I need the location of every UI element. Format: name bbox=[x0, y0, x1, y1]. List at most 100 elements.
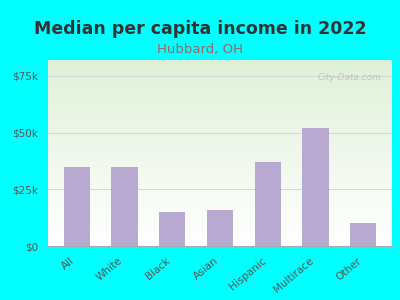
Bar bbox=[48, 235, 392, 237]
Bar bbox=[255, 162, 281, 246]
Bar bbox=[48, 209, 392, 211]
Bar bbox=[48, 149, 392, 151]
Bar bbox=[64, 167, 90, 246]
Bar bbox=[48, 68, 392, 69]
Bar bbox=[48, 173, 392, 175]
Bar bbox=[48, 71, 392, 73]
Bar bbox=[48, 94, 392, 95]
Bar bbox=[48, 162, 392, 164]
Bar bbox=[302, 128, 329, 246]
Bar bbox=[48, 211, 392, 212]
Bar bbox=[48, 203, 392, 205]
Bar bbox=[48, 136, 392, 138]
Bar bbox=[48, 79, 392, 80]
Bar bbox=[48, 184, 392, 187]
Bar bbox=[48, 101, 392, 103]
Bar bbox=[48, 166, 392, 168]
Bar bbox=[48, 192, 392, 194]
Bar bbox=[48, 129, 392, 131]
Bar bbox=[48, 240, 392, 242]
Bar bbox=[48, 196, 392, 198]
Bar bbox=[48, 84, 392, 86]
Bar bbox=[48, 170, 392, 172]
Bar bbox=[48, 146, 392, 147]
Bar bbox=[48, 110, 392, 112]
Bar bbox=[48, 86, 392, 88]
Bar bbox=[48, 97, 392, 99]
Bar bbox=[48, 77, 392, 79]
Bar bbox=[48, 207, 392, 209]
Bar bbox=[350, 223, 376, 246]
Bar bbox=[48, 214, 392, 216]
Bar bbox=[207, 210, 233, 246]
Bar bbox=[48, 218, 392, 220]
Bar bbox=[48, 168, 392, 170]
Bar bbox=[48, 242, 392, 244]
Bar bbox=[48, 205, 392, 207]
Bar bbox=[48, 138, 392, 140]
Bar bbox=[48, 140, 392, 142]
Text: Median per capita income in 2022: Median per capita income in 2022 bbox=[34, 20, 366, 38]
Bar bbox=[48, 73, 392, 75]
Bar bbox=[48, 220, 392, 222]
Bar bbox=[48, 64, 392, 66]
Bar bbox=[48, 231, 392, 233]
Bar bbox=[48, 60, 392, 62]
Bar bbox=[48, 127, 392, 129]
Bar bbox=[48, 172, 392, 173]
Bar bbox=[48, 229, 392, 231]
Bar bbox=[48, 194, 392, 196]
Bar bbox=[48, 92, 392, 94]
Bar bbox=[48, 134, 392, 136]
Bar bbox=[48, 155, 392, 157]
Text: City-Data.com: City-Data.com bbox=[318, 73, 382, 82]
Bar bbox=[48, 105, 392, 106]
Bar bbox=[48, 198, 392, 200]
Bar bbox=[48, 75, 392, 77]
Bar bbox=[48, 187, 392, 188]
Bar bbox=[48, 99, 392, 101]
Bar bbox=[48, 69, 392, 71]
Bar bbox=[48, 112, 392, 114]
Bar bbox=[48, 116, 392, 118]
Bar bbox=[48, 227, 392, 229]
Bar bbox=[48, 175, 392, 177]
Bar bbox=[48, 201, 392, 203]
Bar bbox=[48, 164, 392, 166]
Bar bbox=[48, 190, 392, 192]
Bar bbox=[48, 216, 392, 218]
Bar bbox=[48, 238, 392, 240]
Bar bbox=[48, 147, 392, 149]
Bar bbox=[48, 90, 392, 92]
Bar bbox=[111, 167, 138, 246]
Bar bbox=[48, 159, 392, 161]
Bar bbox=[48, 62, 392, 64]
Bar bbox=[48, 157, 392, 159]
Bar bbox=[48, 119, 392, 122]
Bar bbox=[48, 122, 392, 123]
Bar bbox=[48, 106, 392, 108]
Bar bbox=[48, 118, 392, 119]
Bar bbox=[48, 66, 392, 68]
Bar bbox=[48, 151, 392, 153]
Bar bbox=[48, 125, 392, 127]
Bar bbox=[48, 181, 392, 183]
Bar bbox=[48, 160, 392, 162]
Bar bbox=[48, 200, 392, 201]
Bar bbox=[48, 114, 392, 116]
Bar bbox=[48, 133, 392, 134]
Bar bbox=[48, 144, 392, 146]
Bar bbox=[48, 123, 392, 125]
Bar bbox=[48, 188, 392, 190]
Bar bbox=[48, 177, 392, 179]
Bar bbox=[48, 224, 392, 226]
Bar bbox=[48, 131, 392, 133]
Bar bbox=[48, 237, 392, 239]
Bar bbox=[48, 222, 392, 224]
Bar bbox=[48, 179, 392, 181]
Bar bbox=[48, 244, 392, 246]
Bar bbox=[48, 183, 392, 184]
Bar bbox=[48, 108, 392, 110]
Bar bbox=[48, 233, 392, 235]
Bar bbox=[48, 80, 392, 82]
